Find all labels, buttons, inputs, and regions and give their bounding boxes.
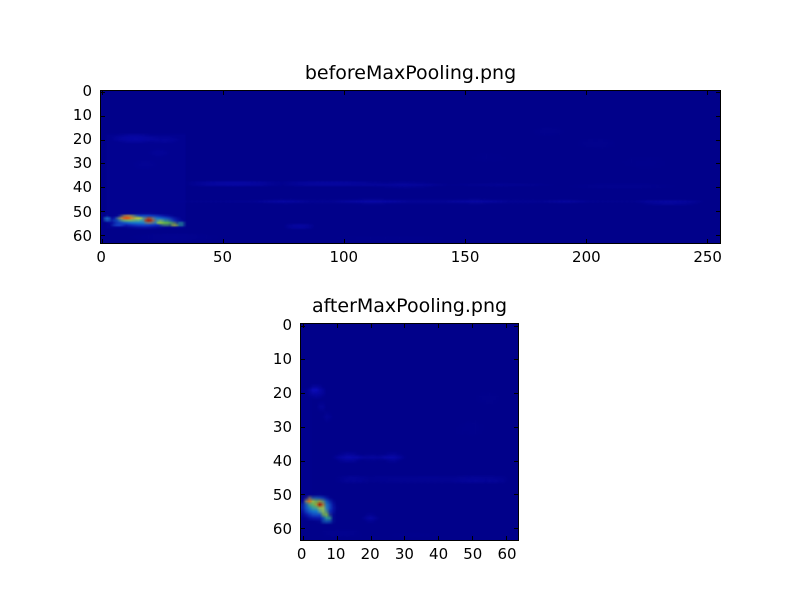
x-tick-mark xyxy=(585,239,587,243)
x-tick-label: 150 xyxy=(450,248,480,266)
x-tick-mark xyxy=(370,536,372,540)
y-tick-label: 20 xyxy=(72,130,92,149)
y-tick-mark xyxy=(716,115,720,117)
x-tick-label: 50 xyxy=(212,248,233,266)
x-tick-mark xyxy=(585,91,587,95)
x-tick-label: 50 xyxy=(463,545,483,563)
y-tick-label: 10 xyxy=(272,349,292,368)
y-tick-mark xyxy=(716,210,720,212)
y-tick-label: 40 xyxy=(72,178,92,197)
y-tick-label: 0 xyxy=(282,315,292,334)
x-tick-mark xyxy=(506,324,508,328)
x-tick-mark xyxy=(472,536,474,540)
y-tick-label: 10 xyxy=(72,106,92,125)
y-tick-mark xyxy=(101,92,105,94)
x-tick-label: 250 xyxy=(693,248,722,266)
x-tick-mark xyxy=(336,536,338,540)
y-tick-mark xyxy=(514,494,518,496)
heatmap-image-before xyxy=(101,91,720,243)
x-tick-mark xyxy=(464,239,466,243)
y-tick-mark xyxy=(301,460,305,462)
y-tick-label: 60 xyxy=(272,520,292,539)
x-tick-label: 0 xyxy=(96,248,106,266)
heatmap-plot-before xyxy=(100,90,721,244)
heatmap-plot-after xyxy=(300,323,519,541)
y-tick-mark xyxy=(716,139,720,141)
x-tick-mark xyxy=(404,324,406,328)
y-tick-mark xyxy=(716,234,720,236)
x-tick-mark xyxy=(344,91,345,95)
y-tick-mark xyxy=(716,163,720,165)
y-tick-mark xyxy=(301,494,305,496)
x-tick-mark xyxy=(438,324,440,328)
x-tick-mark xyxy=(404,536,406,540)
x-tick-label: 200 xyxy=(572,248,601,266)
x-tick-mark xyxy=(336,324,338,328)
x-tick-mark xyxy=(302,536,304,540)
y-tick-mark xyxy=(101,115,105,117)
y-tick-mark xyxy=(301,325,305,327)
y-tick-mark xyxy=(514,359,518,361)
y-tick-mark xyxy=(101,163,105,165)
y-tick-label: 60 xyxy=(72,226,92,245)
y-tick-mark xyxy=(301,426,305,428)
y-tick-mark xyxy=(514,528,518,530)
x-tick-mark xyxy=(344,239,345,243)
y-tick-label: 50 xyxy=(272,486,292,505)
x-tick-mark xyxy=(370,324,372,328)
y-tick-mark xyxy=(101,234,105,236)
y-tick-label: 50 xyxy=(72,202,92,221)
y-tick-label: 30 xyxy=(272,417,292,436)
chart-title-before: beforeMaxPooling.png xyxy=(304,62,517,84)
x-tick-mark xyxy=(706,239,708,243)
y-tick-mark xyxy=(514,393,518,395)
x-tick-label: 100 xyxy=(329,248,359,266)
x-tick-mark xyxy=(438,536,440,540)
y-tick-label: 0 xyxy=(82,82,92,101)
chart-title-after: afterMaxPooling.png xyxy=(311,295,508,317)
x-tick-mark xyxy=(223,239,225,243)
y-tick-mark xyxy=(101,187,105,189)
x-tick-label: 20 xyxy=(360,545,380,563)
x-tick-mark xyxy=(706,91,708,95)
y-tick-label: 40 xyxy=(272,451,292,470)
x-tick-mark xyxy=(472,324,474,328)
y-tick-label: 30 xyxy=(72,154,92,173)
y-tick-mark xyxy=(101,210,105,212)
x-tick-label: 30 xyxy=(394,545,414,563)
x-tick-mark xyxy=(506,536,508,540)
y-tick-mark xyxy=(514,325,518,327)
y-tick-mark xyxy=(514,460,518,462)
x-axis-after: 0 10 20 30 40 50 60 xyxy=(296,545,519,565)
x-tick-mark xyxy=(223,91,225,95)
x-tick-label: 60 xyxy=(497,545,517,563)
y-tick-mark xyxy=(514,426,518,428)
x-axis-before: 0 50 100 150 200 250 xyxy=(96,248,722,268)
x-tick-mark xyxy=(102,239,104,243)
y-tick-mark xyxy=(716,92,720,94)
y-tick-mark xyxy=(301,359,305,361)
x-tick-label: 0 xyxy=(296,545,307,563)
y-tick-mark xyxy=(716,187,720,189)
x-tick-label: 10 xyxy=(326,545,346,563)
heatmap-image-after xyxy=(301,324,518,540)
y-tick-mark xyxy=(301,393,305,395)
y-tick-label: 20 xyxy=(272,383,292,402)
x-tick-mark xyxy=(464,91,466,95)
y-tick-mark xyxy=(101,139,105,141)
x-tick-label: 40 xyxy=(429,545,449,563)
y-tick-mark xyxy=(301,528,305,530)
